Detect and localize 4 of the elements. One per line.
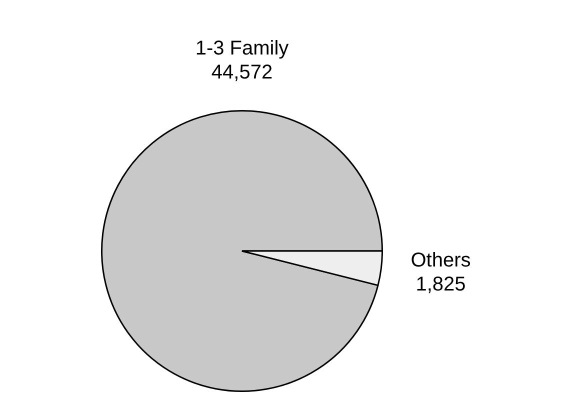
data-label: 44,572 [211, 61, 273, 84]
slice-label: 1-3 Family [195, 37, 289, 60]
slice-label: Others [410, 250, 471, 272]
data-label: 1,825 [416, 274, 466, 296]
